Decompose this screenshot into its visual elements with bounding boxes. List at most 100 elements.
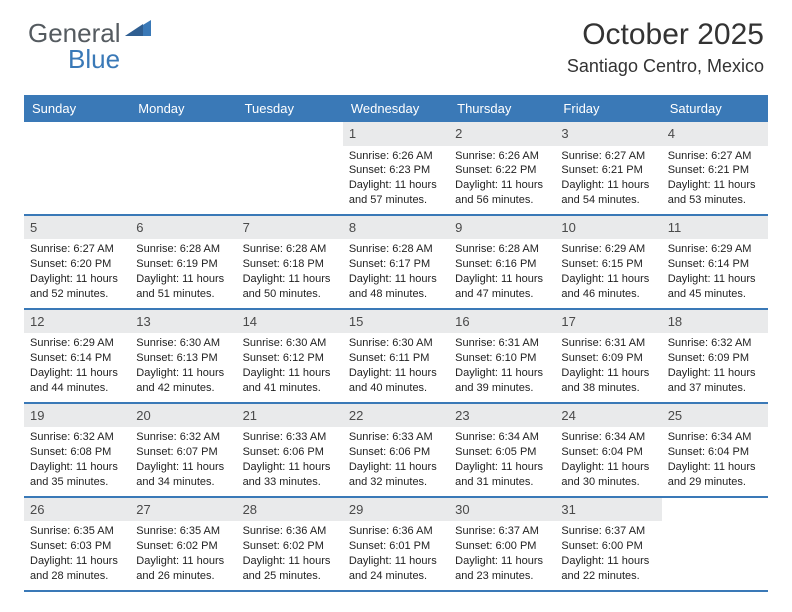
day-cell: 8Sunrise: 6:28 AMSunset: 6:17 PMDaylight…: [343, 216, 449, 308]
day-details: Sunrise: 6:28 AMSunset: 6:18 PMDaylight:…: [237, 239, 343, 307]
daylight-line: Daylight: 11 hours and 47 minutes.: [455, 272, 549, 302]
day-cell: 24Sunrise: 6:34 AMSunset: 6:04 PMDayligh…: [555, 404, 661, 496]
day-number: 13: [130, 310, 236, 334]
day-details: Sunrise: 6:26 AMSunset: 6:23 PMDaylight:…: [343, 146, 449, 214]
day-number: 8: [343, 216, 449, 240]
day-details: Sunrise: 6:34 AMSunset: 6:04 PMDaylight:…: [662, 427, 768, 495]
day-cell: 9Sunrise: 6:28 AMSunset: 6:16 PMDaylight…: [449, 216, 555, 308]
sunset-line: Sunset: 6:07 PM: [136, 445, 230, 460]
sunset-line: Sunset: 6:09 PM: [561, 351, 655, 366]
daylight-line: Daylight: 11 hours and 50 minutes.: [243, 272, 337, 302]
sunrise-line: Sunrise: 6:34 AM: [455, 430, 549, 445]
month-title: October 2025: [567, 18, 764, 52]
day-details: Sunrise: 6:28 AMSunset: 6:16 PMDaylight:…: [449, 239, 555, 307]
day-details: Sunrise: 6:26 AMSunset: 6:22 PMDaylight:…: [449, 146, 555, 214]
day-cell: 1Sunrise: 6:26 AMSunset: 6:23 PMDaylight…: [343, 122, 449, 214]
calendar-body: 1Sunrise: 6:26 AMSunset: 6:23 PMDaylight…: [24, 122, 768, 592]
day-cell: 29Sunrise: 6:36 AMSunset: 6:01 PMDayligh…: [343, 498, 449, 590]
day-cell: [662, 498, 768, 590]
day-number: 24: [555, 404, 661, 428]
sunset-line: Sunset: 6:04 PM: [561, 445, 655, 460]
day-cell: 25Sunrise: 6:34 AMSunset: 6:04 PMDayligh…: [662, 404, 768, 496]
sunset-line: Sunset: 6:02 PM: [243, 539, 337, 554]
week-row: 5Sunrise: 6:27 AMSunset: 6:20 PMDaylight…: [24, 216, 768, 310]
day-number: [662, 498, 768, 522]
daylight-line: Daylight: 11 hours and 53 minutes.: [668, 178, 762, 208]
day-number: 19: [24, 404, 130, 428]
daylight-line: Daylight: 11 hours and 29 minutes.: [668, 460, 762, 490]
daylight-line: Daylight: 11 hours and 23 minutes.: [455, 554, 549, 584]
day-number: 18: [662, 310, 768, 334]
daylight-line: Daylight: 11 hours and 26 minutes.: [136, 554, 230, 584]
day-details: Sunrise: 6:27 AMSunset: 6:21 PMDaylight:…: [555, 146, 661, 214]
sunrise-line: Sunrise: 6:35 AM: [30, 524, 124, 539]
title-block: October 2025 Santiago Centro, Mexico: [567, 18, 764, 77]
day-details: Sunrise: 6:34 AMSunset: 6:05 PMDaylight:…: [449, 427, 555, 495]
day-cell: 2Sunrise: 6:26 AMSunset: 6:22 PMDaylight…: [449, 122, 555, 214]
day-details: Sunrise: 6:29 AMSunset: 6:15 PMDaylight:…: [555, 239, 661, 307]
daylight-line: Daylight: 11 hours and 42 minutes.: [136, 366, 230, 396]
sunrise-line: Sunrise: 6:29 AM: [561, 242, 655, 257]
day-details: Sunrise: 6:29 AMSunset: 6:14 PMDaylight:…: [662, 239, 768, 307]
day-cell: 12Sunrise: 6:29 AMSunset: 6:14 PMDayligh…: [24, 310, 130, 402]
sunset-line: Sunset: 6:00 PM: [561, 539, 655, 554]
day-number: [130, 122, 236, 146]
week-row: 19Sunrise: 6:32 AMSunset: 6:08 PMDayligh…: [24, 404, 768, 498]
sunset-line: Sunset: 6:18 PM: [243, 257, 337, 272]
daylight-line: Daylight: 11 hours and 35 minutes.: [30, 460, 124, 490]
sunset-line: Sunset: 6:13 PM: [136, 351, 230, 366]
day-cell: 17Sunrise: 6:31 AMSunset: 6:09 PMDayligh…: [555, 310, 661, 402]
daylight-line: Daylight: 11 hours and 52 minutes.: [30, 272, 124, 302]
sunset-line: Sunset: 6:09 PM: [668, 351, 762, 366]
sunrise-line: Sunrise: 6:37 AM: [455, 524, 549, 539]
day-cell: 19Sunrise: 6:32 AMSunset: 6:08 PMDayligh…: [24, 404, 130, 496]
day-number: 20: [130, 404, 236, 428]
sunrise-line: Sunrise: 6:26 AM: [455, 149, 549, 164]
daylight-line: Daylight: 11 hours and 33 minutes.: [243, 460, 337, 490]
sunset-line: Sunset: 6:20 PM: [30, 257, 124, 272]
daylight-line: Daylight: 11 hours and 28 minutes.: [30, 554, 124, 584]
daylight-line: Daylight: 11 hours and 57 minutes.: [349, 178, 443, 208]
daylight-line: Daylight: 11 hours and 48 minutes.: [349, 272, 443, 302]
sunrise-line: Sunrise: 6:36 AM: [349, 524, 443, 539]
daylight-line: Daylight: 11 hours and 45 minutes.: [668, 272, 762, 302]
sunrise-line: Sunrise: 6:32 AM: [136, 430, 230, 445]
daylight-line: Daylight: 11 hours and 56 minutes.: [455, 178, 549, 208]
sunrise-line: Sunrise: 6:28 AM: [349, 242, 443, 257]
day-number: 25: [662, 404, 768, 428]
day-details: Sunrise: 6:30 AMSunset: 6:11 PMDaylight:…: [343, 333, 449, 401]
day-cell: 3Sunrise: 6:27 AMSunset: 6:21 PMDaylight…: [555, 122, 661, 214]
daylight-line: Daylight: 11 hours and 41 minutes.: [243, 366, 337, 396]
day-details: Sunrise: 6:37 AMSunset: 6:00 PMDaylight:…: [449, 521, 555, 589]
day-number: 23: [449, 404, 555, 428]
daylight-line: Daylight: 11 hours and 46 minutes.: [561, 272, 655, 302]
day-number: 15: [343, 310, 449, 334]
day-cell: 5Sunrise: 6:27 AMSunset: 6:20 PMDaylight…: [24, 216, 130, 308]
day-number: 9: [449, 216, 555, 240]
day-cell: 16Sunrise: 6:31 AMSunset: 6:10 PMDayligh…: [449, 310, 555, 402]
sunrise-line: Sunrise: 6:29 AM: [668, 242, 762, 257]
day-details: Sunrise: 6:32 AMSunset: 6:08 PMDaylight:…: [24, 427, 130, 495]
daylight-line: Daylight: 11 hours and 24 minutes.: [349, 554, 443, 584]
day-cell: 15Sunrise: 6:30 AMSunset: 6:11 PMDayligh…: [343, 310, 449, 402]
sunrise-line: Sunrise: 6:28 AM: [136, 242, 230, 257]
day-number: 22: [343, 404, 449, 428]
daylight-line: Daylight: 11 hours and 25 minutes.: [243, 554, 337, 584]
day-number: 21: [237, 404, 343, 428]
day-details: Sunrise: 6:37 AMSunset: 6:00 PMDaylight:…: [555, 521, 661, 589]
sunrise-line: Sunrise: 6:33 AM: [349, 430, 443, 445]
daylight-line: Daylight: 11 hours and 32 minutes.: [349, 460, 443, 490]
day-cell: 26Sunrise: 6:35 AMSunset: 6:03 PMDayligh…: [24, 498, 130, 590]
sunrise-line: Sunrise: 6:28 AM: [455, 242, 549, 257]
day-number: 30: [449, 498, 555, 522]
sunrise-line: Sunrise: 6:32 AM: [668, 336, 762, 351]
day-number: 26: [24, 498, 130, 522]
sunrise-line: Sunrise: 6:30 AM: [136, 336, 230, 351]
week-row: 1Sunrise: 6:26 AMSunset: 6:23 PMDaylight…: [24, 122, 768, 216]
day-details: Sunrise: 6:35 AMSunset: 6:03 PMDaylight:…: [24, 521, 130, 589]
day-details: Sunrise: 6:33 AMSunset: 6:06 PMDaylight:…: [343, 427, 449, 495]
dow-monday: Monday: [130, 95, 236, 122]
sunset-line: Sunset: 6:23 PM: [349, 163, 443, 178]
day-details: Sunrise: 6:28 AMSunset: 6:17 PMDaylight:…: [343, 239, 449, 307]
daylight-line: Daylight: 11 hours and 30 minutes.: [561, 460, 655, 490]
